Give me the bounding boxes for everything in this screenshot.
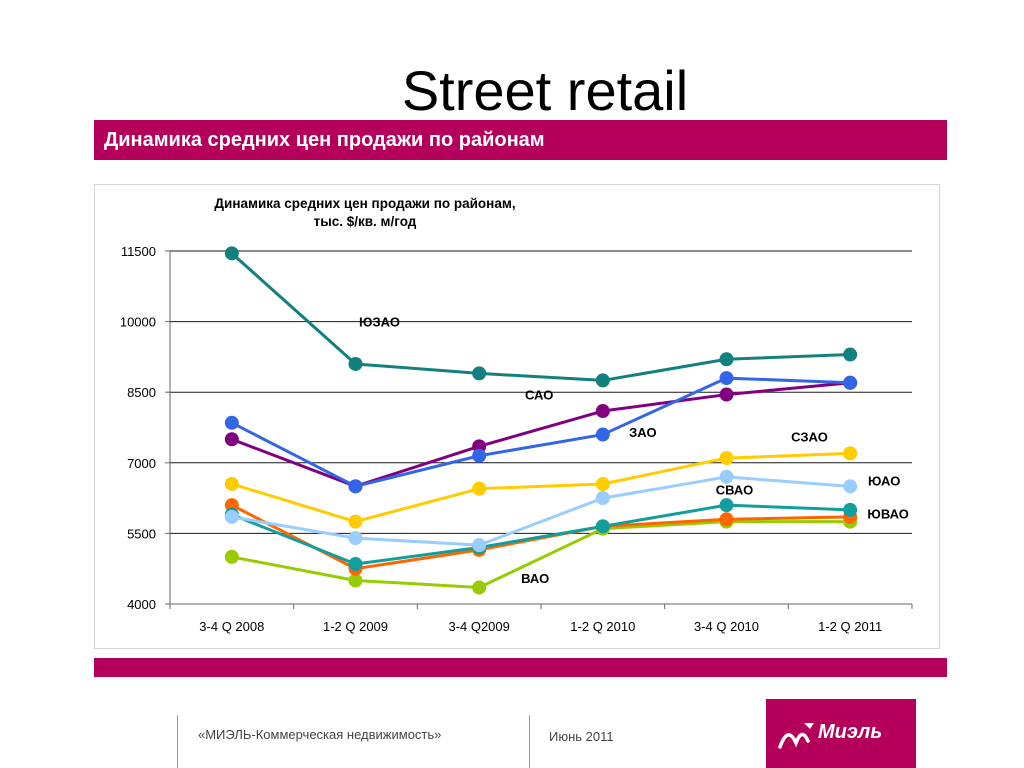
subtitle-bar: Динамика средних цен продажи по районам (94, 120, 947, 160)
data-point (843, 479, 858, 494)
data-point (224, 415, 239, 430)
data-point (843, 502, 858, 517)
footer-date: Июнь 2011 (549, 729, 614, 744)
y-tick-label: 11500 (121, 244, 156, 259)
series-label: ЗАО (629, 425, 656, 440)
series-label: СЗАО (791, 430, 828, 445)
data-point (843, 446, 858, 461)
data-point (719, 469, 734, 484)
data-point (843, 375, 858, 390)
series-label: СВАО (716, 482, 753, 497)
data-point (595, 491, 610, 506)
series-label: САО (525, 387, 553, 402)
series-line (231, 376, 851, 488)
data-point (472, 366, 487, 381)
slide-title: Street retail (401, 59, 689, 122)
data-point (843, 347, 858, 362)
y-tick-label: 5500 (127, 526, 156, 541)
data-point (472, 580, 487, 595)
data-point (719, 387, 734, 402)
line-chart: 11500 10000 8500 7000 5500 4000 3-4 Q 2008 1-2 … (120, 244, 913, 634)
x-tick-label: 1-2 Q 2010 (570, 619, 635, 634)
x-tick-label: 1-2 Q 2009 (323, 619, 388, 634)
series-line (231, 520, 851, 590)
y-tick-label: 10000 (120, 315, 156, 330)
data-point (719, 498, 734, 513)
y-tick-label: 4000 (127, 597, 156, 612)
data-point (224, 549, 239, 564)
chart-title-line-1: Динамика средних цен продажи по районам, (214, 196, 516, 211)
x-tick-label: 1-2 Q 2011 (818, 619, 882, 634)
data-point (348, 556, 363, 571)
data-point (224, 476, 239, 491)
series-line (230, 252, 851, 382)
chart-title: Динамика средних цен продажи по районам,… (185, 195, 545, 231)
x-tick-label: 3-4 Q 2008 (199, 619, 264, 634)
data-point (595, 476, 610, 491)
series-line (231, 451, 851, 524)
x-tick-label: 3-4 Q2009 (448, 619, 509, 634)
data-point (595, 404, 610, 419)
chart-title-line-2: тыс. $/кв. м/год (313, 214, 417, 229)
footer-divider-right (529, 715, 530, 768)
y-tick-label: 7000 (127, 456, 156, 471)
series-label: ЮВАО (867, 506, 908, 521)
footer-divider-left (177, 715, 178, 768)
data-point (472, 481, 487, 496)
company-logo: Миэль (766, 699, 916, 768)
series-line (231, 503, 851, 566)
data-point (595, 373, 610, 388)
data-point (719, 371, 734, 386)
data-point (224, 246, 239, 261)
data-point (472, 538, 487, 553)
y-tick-label: 8500 (127, 385, 156, 400)
data-point (348, 531, 363, 546)
footer-company: «МИЭЛЬ-Коммерческая недвижимость» (198, 727, 442, 742)
x-tick-label: 3-4 Q 2010 (694, 619, 759, 634)
series-line (231, 475, 851, 547)
data-point (348, 479, 363, 494)
data-point (595, 427, 610, 442)
data-point (224, 509, 239, 524)
bottom-bar (94, 658, 947, 677)
data-point (348, 356, 363, 371)
series-line (231, 381, 851, 488)
data-point (348, 514, 363, 529)
series-label: ВАО (521, 571, 549, 586)
data-point (472, 448, 487, 463)
data-point (719, 451, 734, 466)
data-point (595, 519, 610, 534)
logo-mark-icon (778, 723, 814, 749)
logo-text: Миэль (818, 721, 883, 743)
subtitle-text: Динамика средних цен продажи по районам (104, 129, 545, 151)
chart-frame: Динамика средних цен продажи по районам,… (94, 184, 940, 649)
series-label: ЮЗАО (359, 314, 400, 329)
data-point (719, 512, 734, 527)
data-point (719, 352, 734, 367)
data-point (224, 432, 239, 447)
data-point (348, 573, 363, 588)
series-label: ЮАО (868, 473, 900, 488)
